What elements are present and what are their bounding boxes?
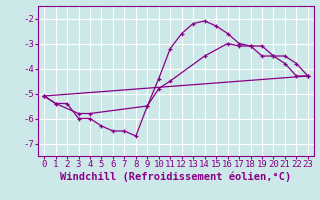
X-axis label: Windchill (Refroidissement éolien,°C): Windchill (Refroidissement éolien,°C) <box>60 172 292 182</box>
